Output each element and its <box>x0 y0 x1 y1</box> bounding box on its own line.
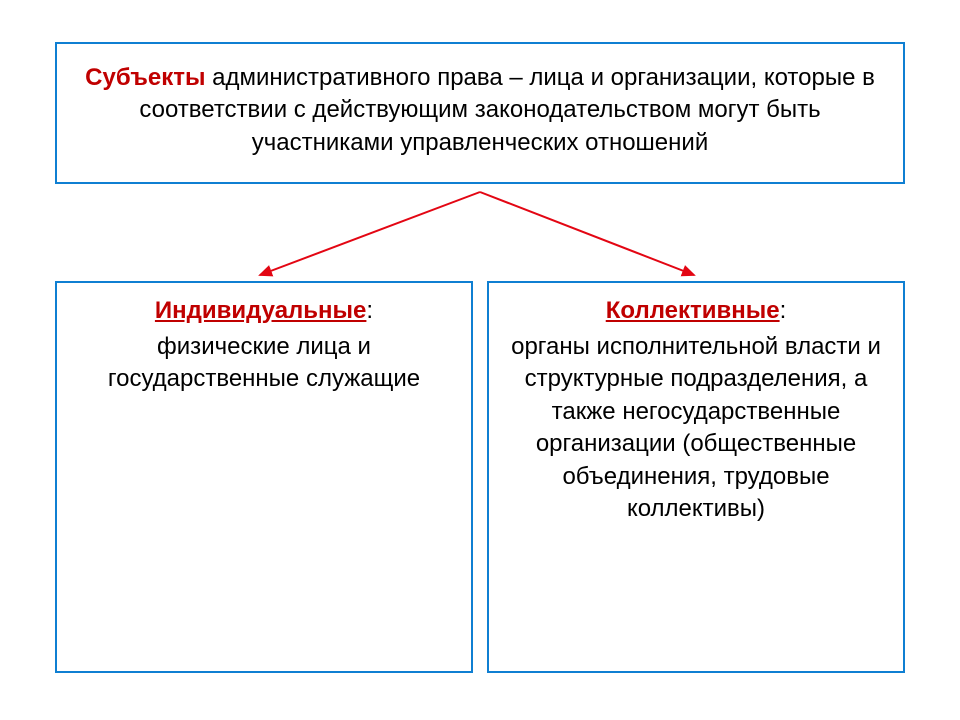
arrow-left <box>260 192 480 275</box>
collective-box: Коллективные: органы исполнительной влас… <box>487 281 905 673</box>
individual-title-line: Индивидуальные: <box>73 297 455 325</box>
definition-box: Субъекты административного права – лица … <box>55 42 905 184</box>
collective-title-line: Коллективные: <box>505 297 887 325</box>
definition-text: Субъекты административного права – лица … <box>77 62 883 159</box>
collective-body: органы исполнительной власти и структурн… <box>505 331 887 525</box>
individual-body: физические лица и государственные служащ… <box>73 331 455 396</box>
arrow-right <box>480 192 694 275</box>
subject-word: Субъекты <box>85 64 205 91</box>
collective-colon: : <box>780 297 787 324</box>
collective-title: Коллективные <box>606 297 780 324</box>
individual-box: Индивидуальные: физические лица и госуда… <box>55 281 473 673</box>
individual-colon: : <box>366 297 373 324</box>
definition-rest: административного права – лица и организ… <box>139 64 874 156</box>
individual-title: Индивидуальные <box>155 297 367 324</box>
